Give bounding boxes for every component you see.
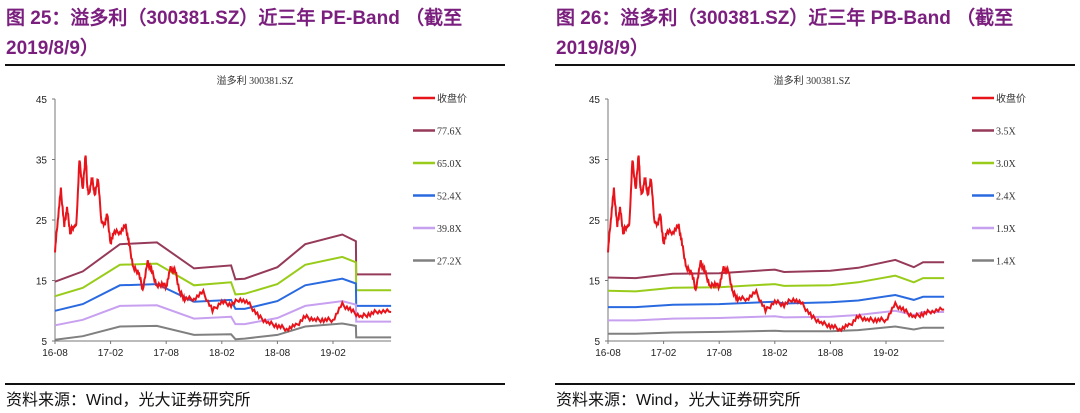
band-line-39.8X — [54, 300, 392, 327]
x-tick-label: 16-08 — [42, 348, 68, 359]
pb-band-panel: 图 26：溢多利（300381.SZ）近三年 PB-Band （截至2019/8… — [550, 0, 1080, 413]
y-tick-label: 5 — [41, 337, 47, 348]
legend-label: 1.4X — [996, 257, 1017, 268]
band-line-2.4X — [608, 293, 945, 309]
x-tick-label: 17-08 — [153, 348, 179, 359]
y-tick-label: 35 — [589, 156, 601, 167]
legend-label: 3.5X — [996, 127, 1017, 138]
band-line-52.4X — [54, 277, 392, 312]
band-line-65.0X — [54, 255, 392, 298]
band-line-77.6X — [54, 233, 392, 283]
band-line-3.0X — [607, 274, 945, 293]
pb-band-chart: 溢多利 300381.SZ 5 15 25 35 45 16-08 17-02 17-08 18-… — [589, 74, 1026, 359]
divider — [5, 64, 505, 66]
source-note: 资料来源：Wind，光大证券研究所 — [556, 392, 801, 409]
legend-label: 52.4X — [437, 192, 463, 203]
legend-label: 3.0X — [996, 159, 1017, 170]
legend-label: 2.4X — [996, 192, 1017, 203]
x-tick-label: 17-02 — [98, 348, 124, 359]
chart-title: 溢多利 300381.SZ — [774, 74, 851, 87]
legend-label: 39.8X — [437, 224, 463, 235]
legend-label: 收盘价 — [437, 92, 467, 105]
source-note: 资料来源：Wind，光大证券研究所 — [6, 392, 251, 409]
y-tick-label: 25 — [36, 216, 48, 227]
legend-label: 77.6X — [437, 127, 463, 138]
x-tick-label: 19-02 — [320, 348, 346, 359]
pe-band-panel: 图 25：溢多利（300381.SZ）近三年 PE-Band （截至2019/8… — [0, 0, 530, 413]
price-line — [54, 155, 392, 333]
y-tick-label: 25 — [589, 216, 601, 227]
legend-label: 收盘价 — [996, 92, 1026, 105]
band-line-27.2X — [54, 322, 392, 341]
x-tick-label: 19-02 — [873, 348, 899, 359]
legend-label: 27.2X — [437, 257, 463, 268]
divider — [555, 383, 1075, 385]
x-tick-label: 18-08 — [265, 348, 291, 359]
x-tick-label: 16-08 — [595, 348, 621, 359]
y-tick-label: 5 — [594, 337, 600, 348]
figure-title: 图 25：溢多利（300381.SZ）近三年 PE-Band （截至2019/8… — [6, 8, 463, 59]
x-tick-label: 17-02 — [651, 348, 677, 359]
figure-title: 图 26：溢多利（300381.SZ）近三年 PB-Band （截至2019/8… — [556, 8, 1014, 59]
divider — [5, 383, 505, 385]
legend-label: 1.9X — [996, 224, 1017, 235]
y-tick-label: 45 — [589, 95, 601, 106]
pe-band-chart: 溢多利 300381.SZ 5 15 25 35 45 16-08 17-02 17-08 18-… — [36, 74, 467, 359]
band-line-1.4X — [608, 325, 945, 335]
price-line — [607, 155, 945, 333]
x-tick-label: 18-02 — [209, 348, 235, 359]
x-tick-label: 18-08 — [818, 348, 844, 359]
band-line-3.5X — [607, 258, 945, 280]
legend-label: 65.0X — [437, 159, 463, 170]
x-tick-label: 18-02 — [762, 348, 788, 359]
x-tick-label: 17-08 — [706, 348, 732, 359]
y-tick-label: 15 — [589, 277, 601, 288]
divider — [555, 64, 1075, 66]
y-tick-label: 15 — [36, 277, 48, 288]
chart-title: 溢多利 300381.SZ — [217, 74, 294, 87]
band-line-1.9X — [608, 309, 945, 322]
y-tick-label: 45 — [36, 95, 48, 106]
y-tick-label: 35 — [36, 156, 48, 167]
